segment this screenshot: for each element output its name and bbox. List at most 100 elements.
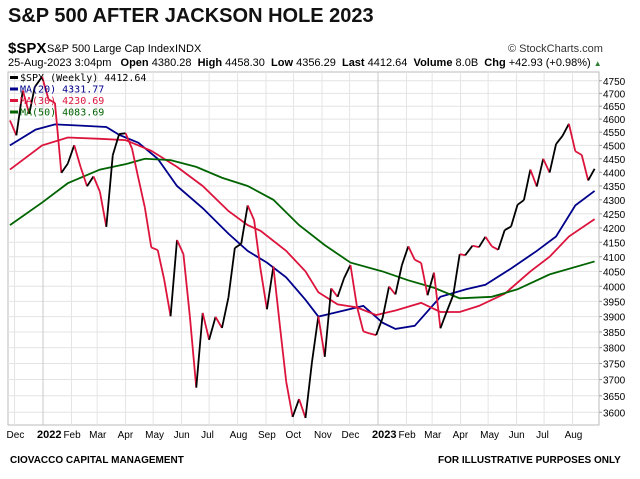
price-segment [574,150,583,156]
index-name: S&P 500 Large Cap Index [47,43,175,55]
price-segment [356,305,365,332]
x-tick-label: Aug [565,430,583,441]
open-value: 4380.28 [151,57,192,69]
y-tick-label: 4150 [603,238,626,249]
price-segment [21,90,31,115]
legend-label: $SPX (Weekly) 4412.64 [20,73,146,84]
symbol: $SPX [8,40,47,57]
price-segment [86,175,95,187]
legend-label: MA(30) 4230.69 [20,96,104,107]
chg-label: Chg [484,57,506,69]
plot-area [7,71,600,426]
price-segment [561,123,570,137]
price-segment [298,398,307,419]
y-tick-label: 3950 [603,297,626,308]
plot-lines [9,76,596,419]
y-tick-label: 4600 [603,115,626,126]
price-segment [246,205,255,221]
y-tick-label: 4100 [603,253,626,264]
price-segment [150,246,159,251]
y-tick-label: 4400 [603,168,626,179]
quote-date: 25-Aug-2023 3:04pm [8,57,112,69]
price-segment [535,158,545,187]
volume-value: 8.0B [455,57,479,69]
price-segment [369,332,377,336]
y-tick-label: 3900 [603,313,626,324]
last-label: Last [341,57,365,69]
price-segment [433,272,442,329]
price-segment [119,132,126,135]
x-tick-label: Jul [201,430,214,441]
price-segment [330,287,339,298]
price-segment [60,163,69,174]
price-segment [478,236,487,248]
price-segment [375,317,384,336]
price-segment [311,316,320,363]
price-segment [278,324,288,382]
price-segment [131,148,139,175]
footer-right: FOR ILLUSTRATIVE PURPOSES ONLY [438,455,621,466]
exchange: INDX [175,43,202,55]
price-segment [317,316,326,357]
y-tick-label: 4650 [603,102,626,113]
price-segment [445,294,455,312]
y-tick-label: 3850 [603,328,626,339]
price-segment [523,169,532,201]
price-segment [188,316,198,388]
price-segment [484,236,493,247]
legend-swatch [10,87,18,91]
x-tick-label: Apr [453,430,469,441]
price-segment [227,247,236,298]
price-segment [73,144,82,168]
price-segment [491,245,499,251]
price-segment [253,219,262,270]
y-tick-label: 4200 [603,224,626,235]
price-segment [516,199,525,206]
volume-label: Volume [413,57,453,69]
price-segment [464,245,474,256]
up-arrow-icon: ▲ [593,59,602,68]
price-segment [105,155,114,227]
x-tick-label: Oct [286,430,302,441]
x-tick-label: Apr [118,430,134,441]
price-segment [414,258,422,264]
price-segment [143,207,153,248]
price-segment [336,277,345,298]
y-tick-label: 3800 [603,344,626,355]
chart-title: S&P 500 AFTER JACKSON HOLE 2023 [8,5,374,27]
legend-swatch [10,110,18,114]
chg-value: +42.93 (+0.98%) [508,57,591,69]
price-segment [201,312,210,341]
price-segment [439,311,448,329]
price-segment [401,246,410,266]
price-segment [156,249,166,280]
price-segment [272,266,281,325]
price-segment [381,286,390,319]
open-label: Open [120,57,149,69]
x-tick-label: 2023 [372,429,396,441]
y-tick-label: 4050 [603,267,626,278]
price-segment [343,264,352,279]
price-segment [388,286,397,295]
price-segment [349,264,358,307]
price-segment [472,244,480,249]
x-tick-label: Dec [342,430,360,441]
price-segment [111,133,121,156]
price-segment [548,143,557,173]
price-segment [240,205,249,244]
x-tick-label: May [145,430,164,441]
price-segment [195,312,204,388]
price-segment [182,254,191,317]
ma-line-ma50 [9,157,595,300]
price-segment [208,316,217,341]
price-segment [459,253,466,257]
price-segment [394,265,403,295]
price-segment [568,123,577,152]
price-segment [452,253,461,296]
x-tick-label: Sep [258,430,276,441]
x-tick-label: Jun [174,430,190,441]
price-segment [266,266,275,310]
x-tick-label: May [480,430,499,441]
price-segment [323,288,333,357]
y-tick-label: 3700 [603,376,626,387]
